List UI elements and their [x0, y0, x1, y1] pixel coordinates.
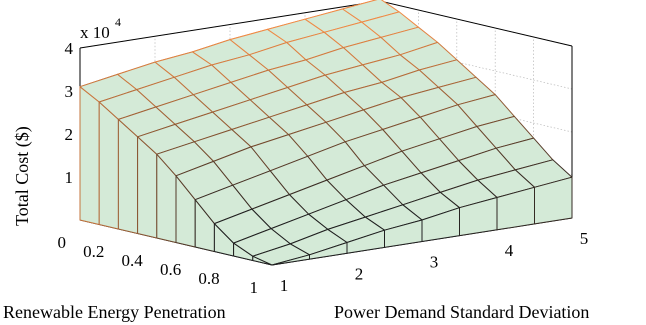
y-tick-label: 3 [430, 253, 439, 272]
x-axis-label: Renewable Energy Penetration [3, 302, 226, 322]
surface [79, 0, 573, 266]
x-tick-label: 0.2 [83, 242, 104, 261]
curtain-face [117, 118, 139, 234]
x-tick-label: 0.6 [160, 260, 181, 279]
z-tick-label: 3 [65, 82, 74, 101]
x-tick-label: 0.8 [198, 269, 219, 288]
z-multiplier-label: x 10 [80, 23, 110, 42]
y-tick-label: 2 [355, 264, 364, 283]
z-axis-label: Total Cost ($) [12, 126, 33, 226]
z-tick-label: 2 [65, 125, 74, 144]
curtain-face [98, 101, 119, 230]
z-tick-label: 4 [65, 39, 74, 58]
y-axis-label: Power Demand Standard Deviation [334, 302, 589, 322]
x-tick-label: 0.4 [122, 251, 144, 270]
curtain-face [534, 176, 573, 225]
x-tick-label: 0 [58, 233, 67, 252]
y-tick-label: 1 [280, 276, 289, 295]
axis-edge [379, 0, 573, 47]
y-tick-label: 4 [505, 241, 514, 260]
tick-labels: 0 0.2 0.4 0.6 0.8 1 1 2 3 4 5 1 2 3 4 [58, 39, 589, 297]
x-tick-label: 1 [250, 278, 259, 297]
z-tick-label: 1 [65, 168, 74, 187]
y-tick-label: 5 [580, 229, 589, 248]
z-multiplier-exponent: 4 [115, 15, 121, 29]
curtain-face [79, 86, 100, 225]
axis-edge [79, 0, 381, 49]
